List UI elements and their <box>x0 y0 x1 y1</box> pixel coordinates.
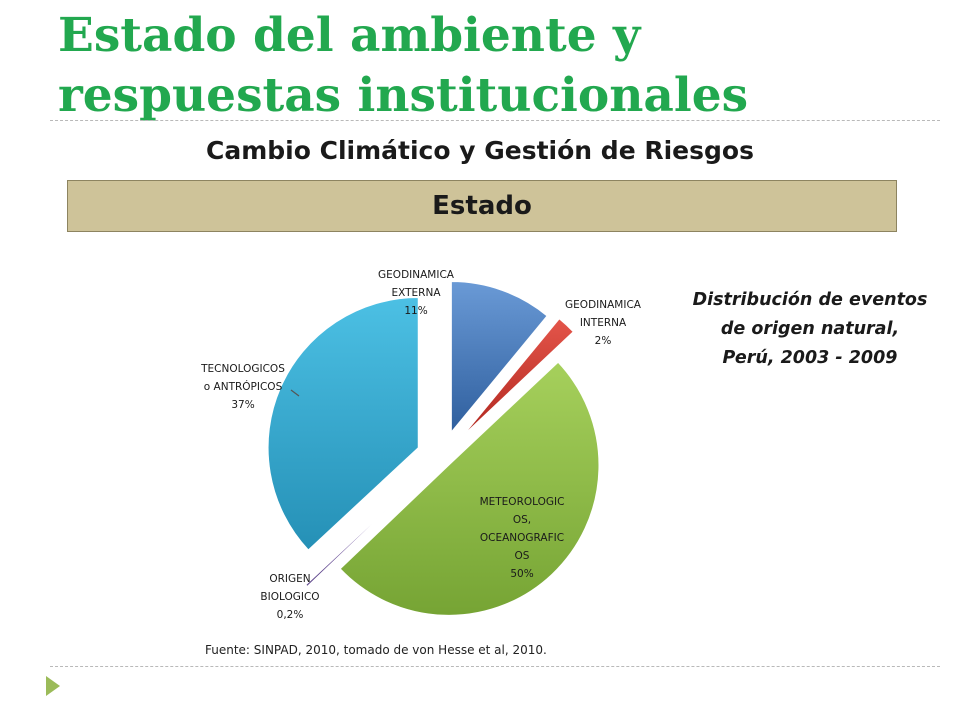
pie-slice-1 <box>463 318 574 435</box>
slice-label-3: ORIGEN BIOLOGICO 0,2% <box>260 573 319 621</box>
source-note: Fuente: SINPAD, 2010, tomado de von Hess… <box>205 643 547 657</box>
slice-label-4: TECNOLOGICOS o ANTRÓPICOS 37% <box>200 363 285 411</box>
slide-subtitle: Cambio Climático y Gestión de Riesgos <box>206 136 754 165</box>
pie-slices <box>267 281 600 616</box>
label-leader-line <box>290 389 300 397</box>
slice-label-0: GEODINAMICA EXTERNA 11% <box>378 269 455 317</box>
section-banner: Estado <box>67 180 897 232</box>
pie-slice-2 <box>339 361 600 616</box>
slice-label-1: GEODINAMICA INTERNA 2% <box>565 299 642 347</box>
pie-slice-4 <box>267 297 419 551</box>
footer-divider <box>50 666 940 667</box>
slice-label-2: METEOROLOGIC OS, OCEANOGRAFIC OS 50% <box>480 496 565 580</box>
banner-label: Estado <box>432 191 532 221</box>
slide-title: Estado del ambiente y respuestas institu… <box>58 8 749 123</box>
pie-slice-0 <box>451 281 548 433</box>
title-divider <box>50 120 940 121</box>
chart-title: Distribución de eventos de origen natura… <box>692 290 928 368</box>
bullet-arrow-icon <box>46 676 60 696</box>
pie-labels: GEODINAMICA EXTERNA 11% GEODINAMICA INTERNA 2… <box>200 269 642 621</box>
pie-slice-3 <box>305 482 417 587</box>
